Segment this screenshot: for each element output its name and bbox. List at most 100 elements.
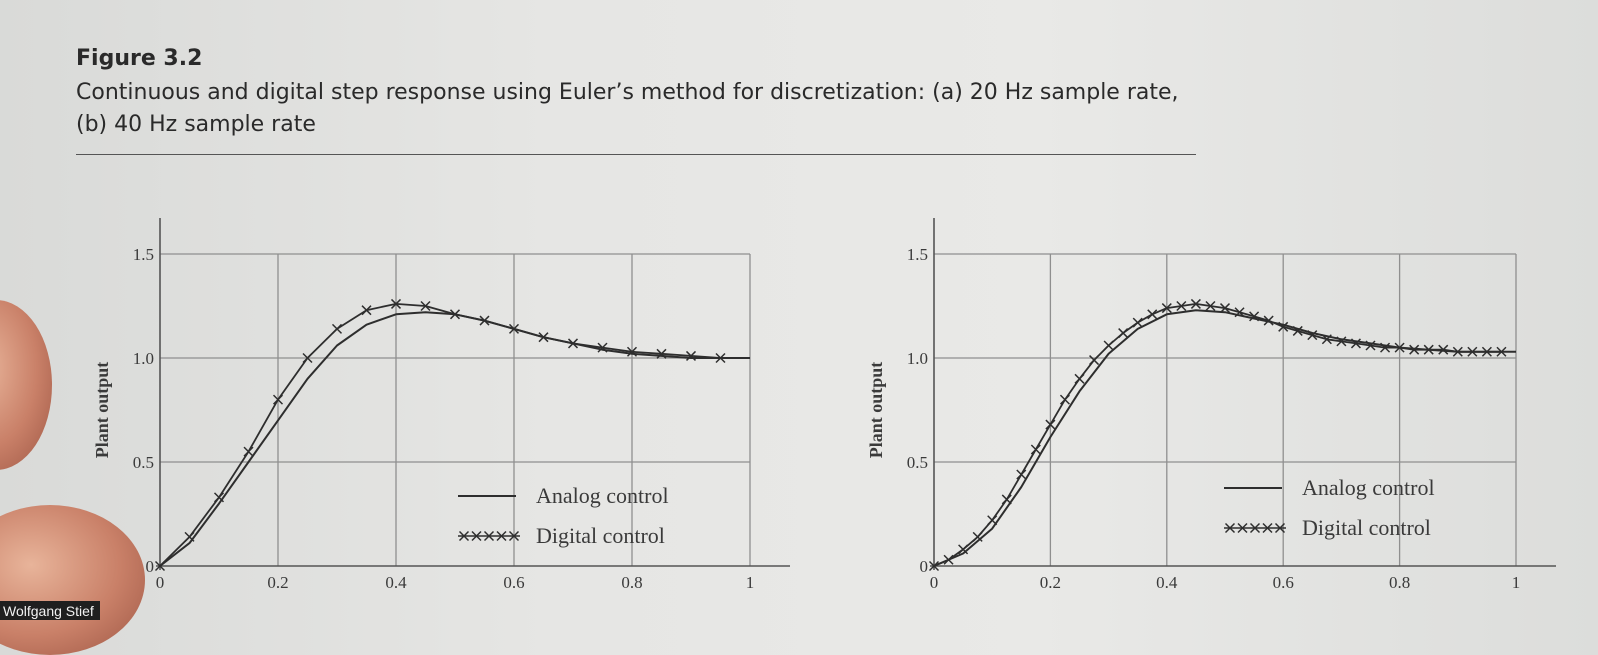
chart-a-digital-point: [479, 315, 490, 326]
chart-b-digital-point: [1438, 344, 1449, 355]
chart-b-digital-point: [1190, 298, 1201, 309]
chart-b-digital-point: [1496, 346, 1507, 357]
chart-a-digital-point: [184, 531, 195, 542]
chart-b-digital-point: [1452, 346, 1463, 357]
chart-a-legend-digital-label: Digital control: [536, 523, 665, 548]
chart-a-legend-digital-marker: [496, 530, 507, 542]
chart-a-y-tick-label: 0: [146, 557, 155, 576]
chart-a-x-tick-label: 0.6: [503, 573, 524, 592]
chart-b-digital-point: [1001, 494, 1012, 505]
chart-a-digital-point: [154, 560, 166, 572]
chart-b-digital-point: [1016, 469, 1027, 480]
chart-a: 0 0.2 0.4 0.6 0.8 1 0 0.5 1.0 1.5 Plant output Anal…: [92, 218, 790, 592]
chart-a-legend-digital-marker: [508, 530, 520, 542]
chart-b-y-label: Plant output: [866, 362, 886, 459]
chart-a-y-label: Plant output: [92, 362, 112, 459]
chart-b-digital-point: [1176, 300, 1187, 312]
chart-b-digital-point: [1059, 394, 1070, 405]
chart-b-legend-digital-marker: [1237, 522, 1248, 534]
figure-caption-text: Continuous and digital step response usi…: [76, 80, 1179, 137]
chart-b-digital-point: [1045, 419, 1056, 430]
chart-b-x-tick-label: 0.2: [1040, 573, 1061, 592]
chart-b-digital-point: [1336, 336, 1347, 347]
chart-b-digital-point: [972, 531, 983, 542]
chart-b-digital-point: [1147, 309, 1158, 320]
chart-b-series-digital-line: [933, 303, 1502, 567]
chart-b-digital-point: [1219, 303, 1231, 314]
chart-a-digital-point: [390, 298, 402, 309]
chart-b-digital-point: [1292, 325, 1303, 336]
chart-a-x-tick-label: 0.2: [267, 573, 288, 592]
chart-b-x-tick-label: 0.4: [1156, 573, 1178, 592]
chart-b-y-tick-label: 0: [920, 557, 929, 576]
chart-a-digital-point: [685, 350, 697, 361]
chart-b-digital-point: [1321, 334, 1332, 345]
chart-b-x-tick-label: 0.8: [1389, 573, 1410, 592]
chart-b-y-tick-label: 0.5: [907, 453, 928, 472]
chart-b: 0 0.2 0.4 0.6 0.8 1 0 0.5 1.0 1.5 Plant output Anal…: [866, 218, 1556, 592]
chart-a-digital-point: [567, 338, 579, 349]
chart-b-digital-point: [1394, 342, 1405, 353]
chart-b-digital-point: [1132, 317, 1143, 328]
chart-a-digital-point: [449, 309, 461, 320]
figure-label: Figure 3.2: [76, 46, 203, 71]
caption-rule: [76, 154, 1196, 155]
chart-b-digital-point: [1249, 311, 1260, 322]
chart-b-digital-point: [1380, 342, 1391, 353]
chart-a-legend-digital-marker: [483, 530, 495, 542]
chart-b-legend-digital-marker: [1249, 522, 1261, 534]
chart-a-digital-point: [361, 305, 372, 316]
chart-b-digital-point: [1307, 330, 1318, 341]
chart-b-digital-point: [987, 515, 998, 526]
chart-a-legend-analog-label: Analog control: [536, 483, 669, 508]
chart-b-digital-point: [1350, 338, 1361, 349]
chart-a-digital-point: [715, 352, 726, 364]
chart-a-digital-point: [243, 446, 254, 457]
chart-b-y-tick-label: 1.5: [907, 245, 928, 264]
chart-a-series-digital-line: [159, 303, 721, 567]
chart-b-legend-digital-marker: [1274, 522, 1286, 534]
chart-b-digital-point: [1103, 340, 1114, 351]
chart-b-digital-point: [1467, 346, 1478, 357]
chart-b-digital-point: [1234, 307, 1245, 318]
chart-a-x-tick-label: 0: [156, 573, 165, 592]
chart-a-digital-point: [626, 346, 638, 357]
chart-b-legend-digital-marker: [1262, 522, 1273, 534]
chart-a-digital-point: [420, 300, 431, 312]
chart-b-digital-point: [943, 554, 954, 565]
chart-b-digital-point: [1263, 315, 1274, 326]
chart-a-digital-point: [213, 492, 225, 503]
chart-b-digital-point: [958, 544, 969, 555]
chart-a-x-tick-label: 0.4: [385, 573, 407, 592]
credit-label: Wolfgang Stief: [0, 601, 100, 620]
chart-a-digital-point: [508, 323, 520, 334]
chart-a-digital-point: [302, 352, 313, 364]
chart-a-digital-point: [272, 394, 284, 405]
chart-a-x-tick-label: 1: [746, 573, 755, 592]
chart-b-digital-point: [1423, 344, 1434, 355]
chart-b-digital-point: [1409, 344, 1420, 355]
chart-b-digital-point: [1161, 303, 1172, 314]
chart-b-digital-point: [1030, 444, 1041, 455]
chart-a-digital-point: [538, 332, 549, 343]
chart-a-legend-digital-marker: [471, 530, 482, 542]
chart-b-digital-point: [1074, 373, 1085, 384]
chart-b-digital-point: [1481, 346, 1492, 357]
chart-b-digital-point: [1365, 340, 1376, 351]
chart-b-digital-point: [1118, 328, 1129, 339]
chart-a-y-tick-label: 1.0: [133, 349, 154, 368]
chart-b-x-tick-label: 1: [1512, 573, 1521, 592]
chart-b-x-tick-label: 0: [930, 573, 939, 592]
chart-b-x-tick-label: 0.6: [1273, 573, 1294, 592]
chart-a-y-tick-label: 1.5: [133, 245, 154, 264]
chart-b-digital-point: [1205, 300, 1216, 312]
chart-a-digital-point: [331, 323, 343, 334]
chart-b-legend-analog-label: Analog control: [1302, 475, 1435, 500]
chart-a-y-tick-label: 0.5: [133, 453, 154, 472]
chart-a-digital-point: [597, 342, 608, 353]
chart-b-digital-point: [1278, 321, 1289, 332]
chart-a-x-tick-label: 0.8: [621, 573, 642, 592]
chart-b-digital-point: [928, 560, 940, 572]
chart-b-legend-digital-marker: [1224, 522, 1236, 534]
chart-a-digital-point: [656, 348, 667, 359]
